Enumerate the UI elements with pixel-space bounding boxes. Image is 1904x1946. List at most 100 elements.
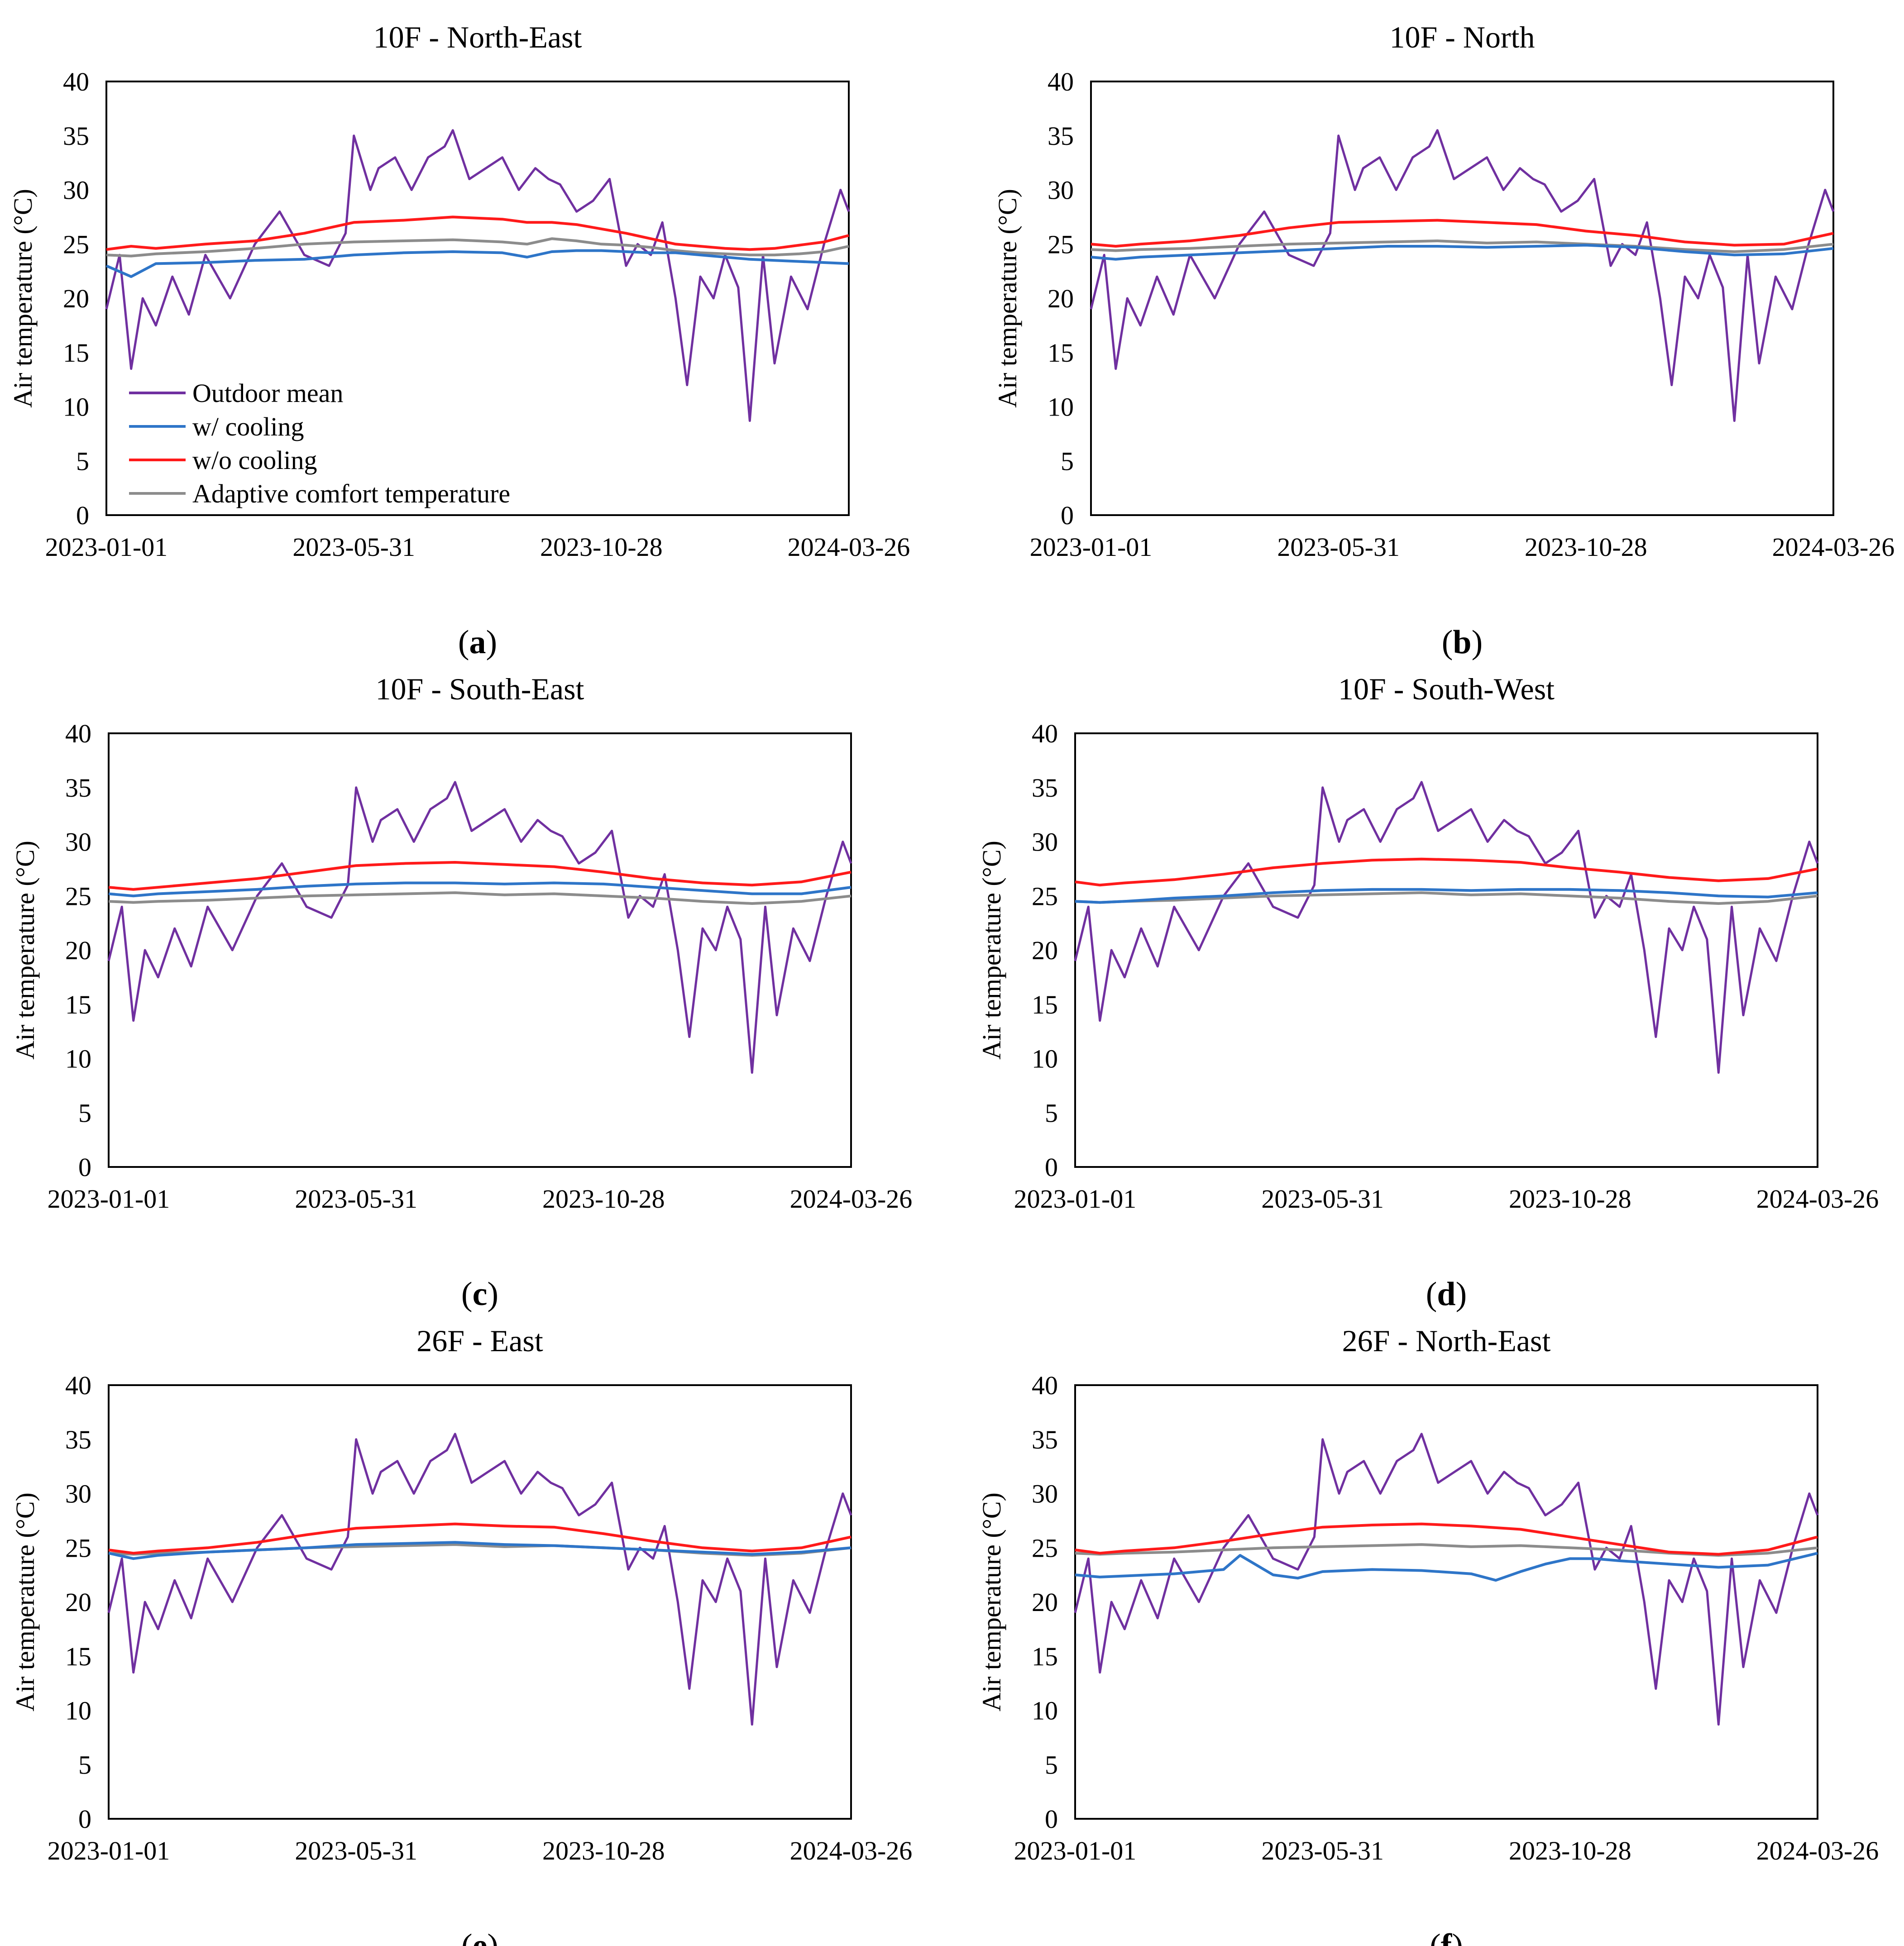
caption-open-paren: ( [461,1927,473,1946]
y-tick-label: 30 [1032,827,1058,857]
y-tick-label: 0 [78,1152,91,1182]
y-tick-label: 10 [1048,392,1074,422]
caption-open-paren: ( [461,1276,473,1313]
caption-letter: e [473,1927,488,1946]
caption-close-paren: ) [487,1927,498,1946]
legend: Outdoor mean w/ cooling w/o cooling Adaptiv… [129,378,510,508]
y-tick-label: 35 [65,1425,91,1454]
y-tick-label: 5 [1061,446,1074,476]
y-tick-label: 5 [76,446,89,476]
y-tick-label: 40 [1032,1371,1058,1400]
x-tick-label: 2024-03-26 [1756,1184,1879,1214]
y-axis-label: Air temperature (°C) [10,841,40,1060]
y-tick-label: 15 [1032,1642,1058,1671]
chart-panel: 10F - North-East 0 5 10 15 20 25 30 35 40 2023-01-… [8,20,910,661]
series-line-outdoor-mean [107,781,852,1074]
series-line-with-cooling [105,249,849,278]
y-tick-label: 25 [63,230,89,259]
y-tick-label: 40 [65,1371,91,1400]
y-tick-label: 0 [1045,1152,1058,1182]
plot-area [1074,1384,1818,1820]
caption-open-paren: ( [1426,1276,1437,1313]
chart-panel: 26F - East 0 5 10 15 20 25 30 35 40 2023-01-01 2023… [10,1324,912,1946]
y-tick-label: 20 [63,284,89,313]
x-tick-label: 2023-05-31 [295,1836,417,1865]
y-tick-label: 35 [1032,773,1058,803]
caption-close-paren: ) [1472,624,1483,661]
y-tick-label: 35 [1032,1425,1058,1454]
x-tick-label: 2023-01-01 [1014,1184,1137,1214]
chart-panel: 10F - South-West 0 5 10 15 20 25 30 35 40 2023-01-… [977,672,1879,1313]
x-tick-label: 2023-01-01 [48,1184,170,1214]
y-tick-label: 20 [65,1587,91,1617]
series-line-without-cooling [1075,1522,1818,1556]
y-tick-label: 35 [63,121,89,151]
panel-caption: (d) [1426,1276,1467,1313]
y-tick-label: 0 [78,1804,91,1834]
y-tick-label: 15 [63,338,89,368]
y-tick-label: 5 [78,1750,91,1779]
panel-caption: (e) [461,1927,498,1946]
caption-letter: c [473,1276,488,1313]
series-line-with-cooling [1091,244,1834,261]
y-tick-label: 35 [1048,121,1074,151]
y-tick-label: 40 [1048,67,1074,96]
x-tick-label: 2024-03-26 [1756,1836,1879,1865]
y-tick-label: 20 [1048,284,1074,313]
chart-panel: 26F - North-East 0 5 10 15 20 25 30 35 40 2023-01-… [977,1324,1879,1946]
y-tick-label: 25 [1032,881,1058,911]
caption-letter: b [1453,624,1471,661]
y-tick-label: 25 [65,1533,91,1563]
chart-panel: 10F - North 0 5 10 15 20 25 30 35 40 2023-01-01 202… [993,20,1894,661]
panel-caption: (f) [1430,1927,1463,1946]
x-tick-label: 2023-01-01 [1030,532,1153,562]
y-tick-label: 0 [1061,501,1074,530]
y-tick-label: 30 [1032,1479,1058,1509]
y-tick-label: 15 [65,990,91,1019]
plot-area [1090,81,1834,516]
series-line-outdoor-mean [105,129,850,422]
series-line-without-cooling [106,215,849,251]
y-tick-label: 0 [1045,1804,1058,1834]
series-line-without-cooling [108,1522,852,1555]
panel-caption: (c) [461,1276,498,1313]
chart-title: 10F - South-East [376,672,584,706]
y-tick-label: 40 [65,719,91,748]
x-tick-label: 2023-01-01 [45,532,168,562]
y-axis-label: Air temperature (°C) [8,189,38,408]
y-tick-label: 20 [1032,936,1058,965]
y-tick-label: 15 [1032,990,1058,1019]
legend-label: w/o cooling [192,445,317,475]
caption-letter: a [469,624,486,661]
chart-title: 26F - North-East [1342,1324,1551,1358]
y-tick-label: 25 [1048,230,1074,259]
series-line-with-cooling [1075,1552,1818,1582]
x-tick-label: 2023-10-28 [1509,1184,1631,1214]
x-tick-label: 2023-10-28 [1509,1836,1631,1865]
caption-close-paren: ) [1456,1276,1467,1313]
chart-title: 26F - East [416,1324,543,1358]
y-tick-label: 20 [1032,1587,1058,1617]
caption-open-paren: ( [458,624,469,661]
y-tick-label: 20 [65,936,91,965]
caption-open-paren: ( [1430,1927,1441,1946]
x-tick-label: 2024-03-26 [790,1184,913,1214]
x-tick-label: 2023-05-31 [1261,1836,1384,1865]
y-tick-label: 25 [65,881,91,911]
y-axis-label: Air temperature (°C) [977,1492,1006,1712]
x-tick-label: 2024-03-26 [788,532,910,562]
series-line-adaptive-comfort [106,237,849,258]
plot-area [1074,732,1818,1168]
panel-caption: (a) [458,624,497,661]
series-line-adaptive-comfort [108,891,852,905]
y-tick-label: 15 [65,1642,91,1671]
y-tick-label: 25 [1032,1533,1058,1563]
series-line-outdoor-mean [1074,781,1819,1074]
x-tick-label: 2023-01-01 [1014,1836,1137,1865]
caption-close-paren: ) [1452,1927,1463,1946]
plot-area [108,1384,852,1820]
y-tick-label: 0 [76,501,89,530]
chart-title: 10F - South-West [1338,672,1555,706]
y-tick-label: 30 [65,1479,91,1509]
